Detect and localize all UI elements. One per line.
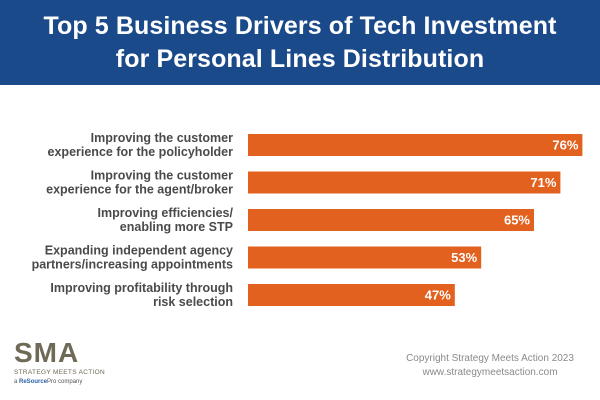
bar-5 xyxy=(248,284,455,306)
copyright-block: Copyright Strategy Meets Action 2023 www… xyxy=(390,352,590,380)
logo-subtitle: a ReSourcePro company xyxy=(14,379,83,385)
bar-3 xyxy=(248,209,534,231)
logo-mark: SMA xyxy=(14,337,80,368)
category-label-3: Improving efficiencies/enabling more STP xyxy=(98,206,234,234)
title-banner: Top 5 Business Drivers of Tech Investmen… xyxy=(0,0,600,85)
category-label-5: Improving profitability through risk sele… xyxy=(50,281,233,309)
category-label-2: Improving the customer experience for the… xyxy=(46,169,233,197)
value-label-2: 71% xyxy=(530,175,556,190)
chart-title-line-1: Top 5 Business Drivers of Tech Investmen… xyxy=(43,11,557,40)
bar-4 xyxy=(248,246,482,269)
logo-name: STRATEGY MEETS ACTION xyxy=(14,369,105,376)
bar-1 xyxy=(248,134,583,156)
value-label-4: 53% xyxy=(451,250,477,265)
value-label-5: 47% xyxy=(425,288,451,303)
chart-title-line-2: for Personal Lines Distribution xyxy=(115,44,485,73)
value-label-3: 65% xyxy=(504,213,530,228)
sma-logo: SMA STRATEGY MEETS ACTION a ReSourcePro … xyxy=(14,337,105,396)
website-text: www.strategymeetsaction.com xyxy=(422,367,558,378)
category-label-4: Expanding independent agency partners/inc… xyxy=(32,244,233,272)
bar-2 xyxy=(248,171,561,194)
copyright-text: Copyright Strategy Meets Action 2023 xyxy=(406,353,574,364)
category-label-1: Improving the customer experience for the… xyxy=(48,131,234,159)
value-label-1: 76% xyxy=(552,138,578,153)
